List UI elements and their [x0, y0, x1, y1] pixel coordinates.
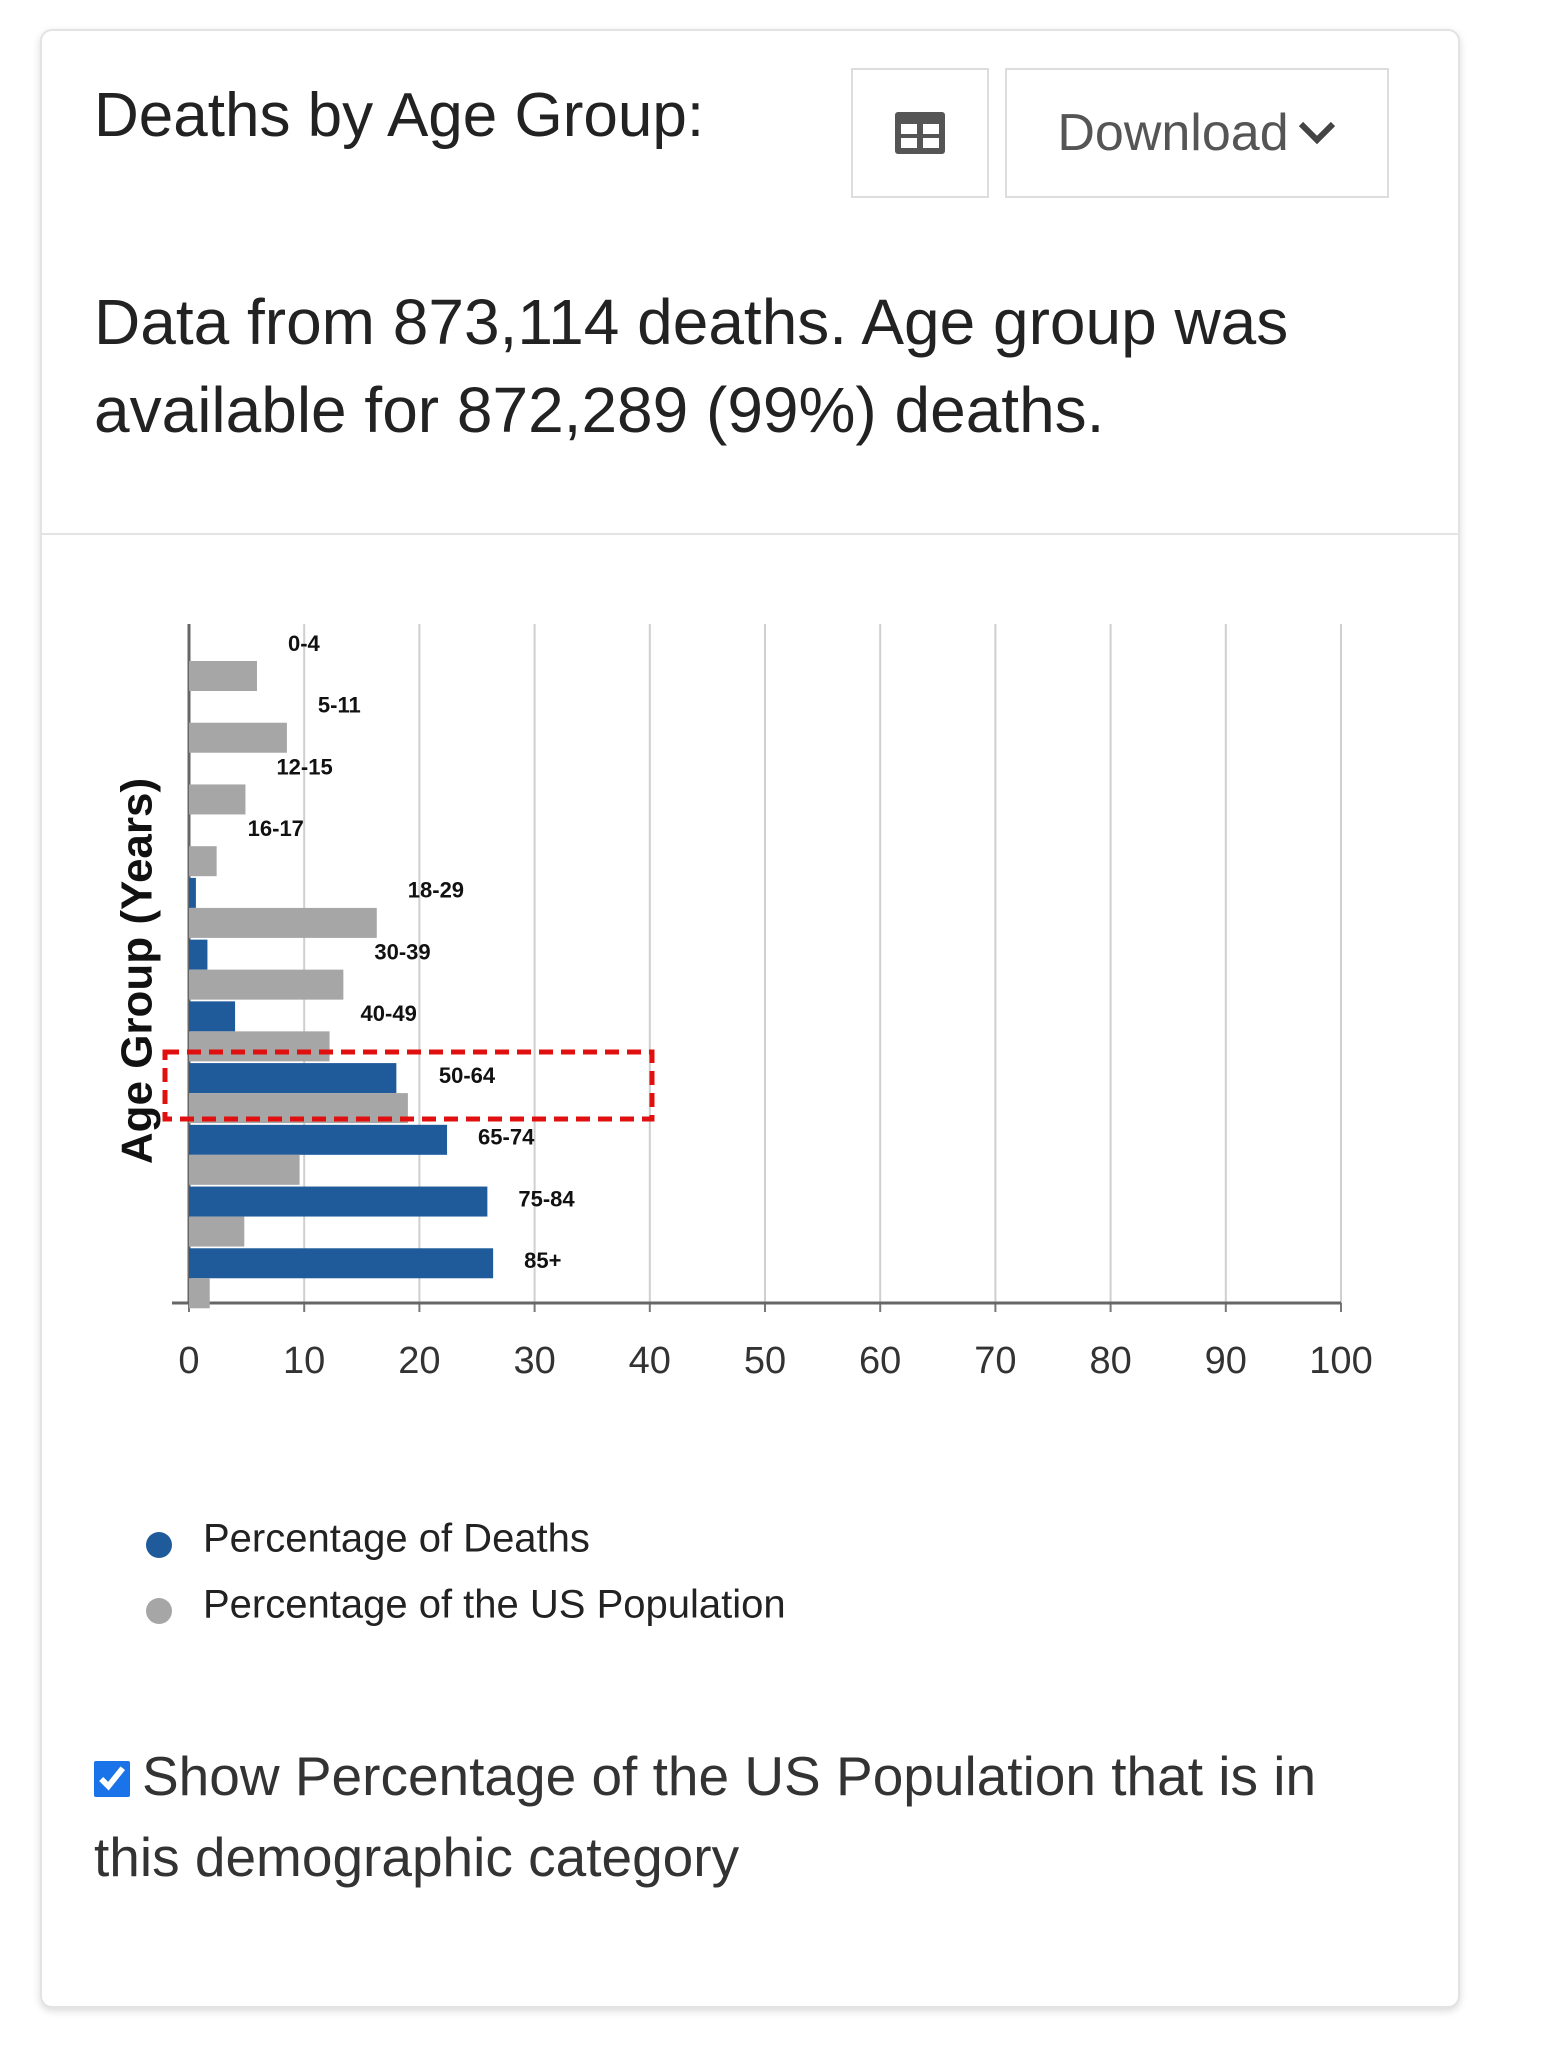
bar [189, 784, 246, 815]
category-label: 65-74 [478, 1125, 535, 1150]
x-tick-label: 50 [744, 1340, 786, 1382]
x-tick-label: 30 [513, 1340, 555, 1382]
category-label: 5-11 [318, 693, 361, 718]
bar [189, 722, 287, 753]
bar [189, 939, 208, 970]
card [40, 29, 1460, 2008]
x-tick-label: 60 [859, 1340, 901, 1382]
x-tick-label: 40 [629, 1340, 671, 1382]
legend-label: Percentage of Deaths [203, 1517, 590, 1561]
x-tick-label: 80 [1089, 1340, 1131, 1382]
download-label: Download [1057, 104, 1289, 162]
category-label: 0-4 [288, 631, 321, 656]
category-label: 30-39 [374, 939, 430, 964]
table-icon [895, 112, 945, 154]
checkbox-row[interactable]: Show Percentage of the US Population tha… [94, 1736, 1384, 1898]
download-button[interactable]: Download [1005, 68, 1389, 198]
bar [189, 1216, 245, 1247]
category-label: 50-64 [439, 1063, 496, 1088]
highlight-box [162, 1049, 655, 1122]
y-axis-title: Age Group (Years) [113, 778, 162, 1164]
bar [189, 969, 344, 1000]
category-label: 16-17 [248, 816, 304, 841]
category-label: 12-15 [276, 754, 332, 779]
bar [189, 1154, 300, 1185]
x-tick-label: 70 [974, 1340, 1016, 1382]
category-label: 85+ [524, 1248, 561, 1273]
legend-dot [146, 1532, 172, 1558]
x-tick-label: 100 [1309, 1340, 1372, 1382]
bar [189, 1124, 448, 1155]
category-label: 18-29 [408, 878, 464, 903]
bar [189, 907, 377, 938]
bar [189, 1186, 488, 1217]
description: Data from 873,114 deaths. Age group was … [94, 286, 1289, 446]
bar [189, 846, 217, 877]
chevron-icon [1298, 121, 1335, 145]
divider [41, 533, 1459, 535]
card-title: Deaths by Age Group: [94, 81, 705, 150]
bar [189, 1248, 494, 1279]
checkbox-label: Show Percentage of the US Population tha… [94, 1745, 1317, 1888]
x-tick-label: 10 [283, 1340, 325, 1382]
legend-dot [146, 1598, 172, 1624]
bar [189, 877, 196, 908]
bar [189, 1063, 397, 1094]
x-tick-label: 90 [1205, 1340, 1247, 1382]
category-label: 75-84 [518, 1186, 575, 1211]
bar [189, 1001, 236, 1032]
checkbox[interactable] [94, 1761, 130, 1797]
bar [189, 1278, 210, 1309]
legend-label: Percentage of the US Population [203, 1583, 786, 1627]
bar [189, 1031, 330, 1062]
x-tick-label: 20 [398, 1340, 440, 1382]
category-label: 40-49 [361, 1001, 417, 1026]
x-tick-label: 0 [178, 1340, 199, 1382]
bar [189, 661, 257, 691]
table-view-button[interactable] [851, 68, 989, 198]
